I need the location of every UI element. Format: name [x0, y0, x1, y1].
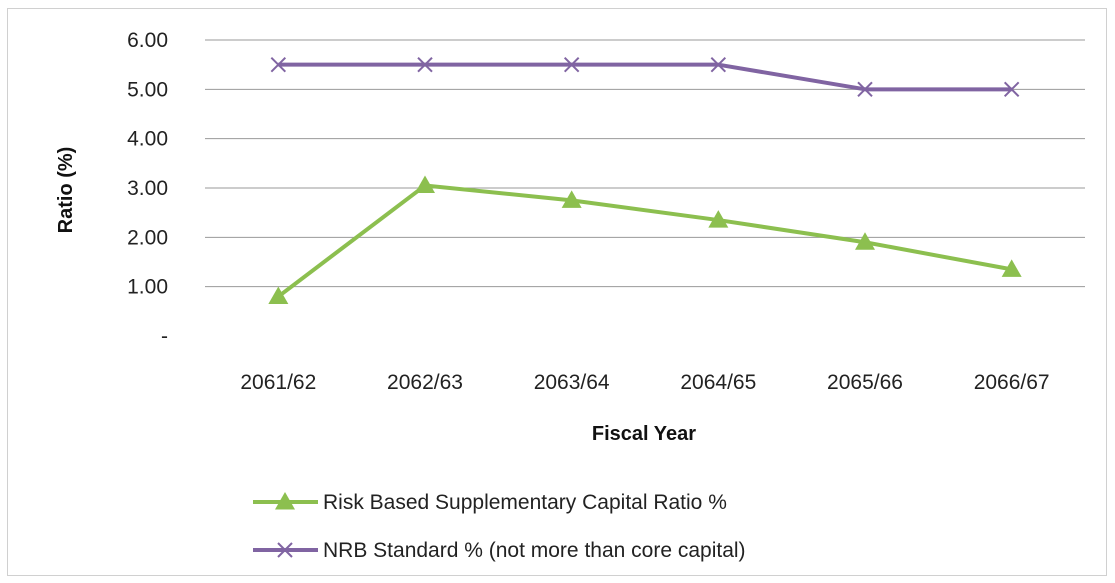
x-tick-label: 2066/67: [974, 371, 1050, 394]
legend-marker: [277, 542, 293, 558]
series-group: [268, 56, 1022, 305]
data-point-1: [855, 232, 875, 250]
data-point-2: [857, 81, 873, 98]
data-point-2: [563, 56, 580, 73]
data-point-1: [561, 190, 582, 208]
y-tick-label: 2.00: [127, 226, 168, 249]
data-point-2-stroke: [417, 56, 433, 73]
y-axis-ticks: - 1.00 2.00 3.00 4.00 5.00 6.00: [127, 29, 168, 348]
data-point-2-stroke: [270, 56, 287, 73]
y-tick-label: 5.00: [127, 78, 168, 101]
x-axis-ticks: 2061/62 2062/63 2063/64 2064/65 2065/66 2066/…: [240, 371, 1049, 394]
legend-label: Risk Based Supplementary Capital Ratio %: [323, 491, 727, 514]
x-tick-label: 2063/64: [534, 371, 610, 394]
chart-frame: [7, 8, 1107, 576]
data-point-2-stroke: [857, 81, 873, 98]
data-point-1: [708, 210, 729, 228]
y-tick-label: 1.00: [127, 276, 168, 299]
legend: Risk Based Supplementary Capital Ratio %…: [253, 491, 746, 562]
legend-marker: [275, 492, 295, 510]
series-line-2: [278, 62, 1012, 92]
x-tick-label: 2064/65: [680, 371, 756, 394]
legend-label: NRB Standard % (not more than core capit…: [323, 539, 746, 562]
x-axis-title: Fiscal Year: [592, 423, 696, 445]
data-point-2-stroke: [1003, 81, 1020, 98]
y-tick-label: 4.00: [127, 128, 168, 151]
y-tick-label: -: [161, 325, 168, 348]
y-axis-title: Ratio (%): [55, 147, 77, 234]
data-point-2-stroke: [710, 56, 727, 73]
legend-marker-stroke: [277, 542, 293, 558]
data-point-2-stroke: [563, 56, 580, 73]
x-tick-label: 2065/66: [827, 371, 903, 394]
y-tick-label: 6.00: [127, 29, 168, 52]
x-tick-label: 2062/63: [387, 371, 463, 394]
series-line-1: [277, 183, 1013, 299]
y-tick-label: 3.00: [127, 177, 168, 200]
data-point-1: [415, 175, 435, 194]
x-tick-label: 2061/62: [240, 371, 316, 394]
data-point-2: [270, 56, 287, 73]
gridlines: [205, 39, 1085, 288]
data-point-2: [1003, 81, 1020, 98]
data-point-1: [1001, 259, 1022, 277]
data-point-2: [710, 56, 727, 73]
data-point-2: [417, 56, 433, 73]
data-point-1: [268, 286, 289, 305]
